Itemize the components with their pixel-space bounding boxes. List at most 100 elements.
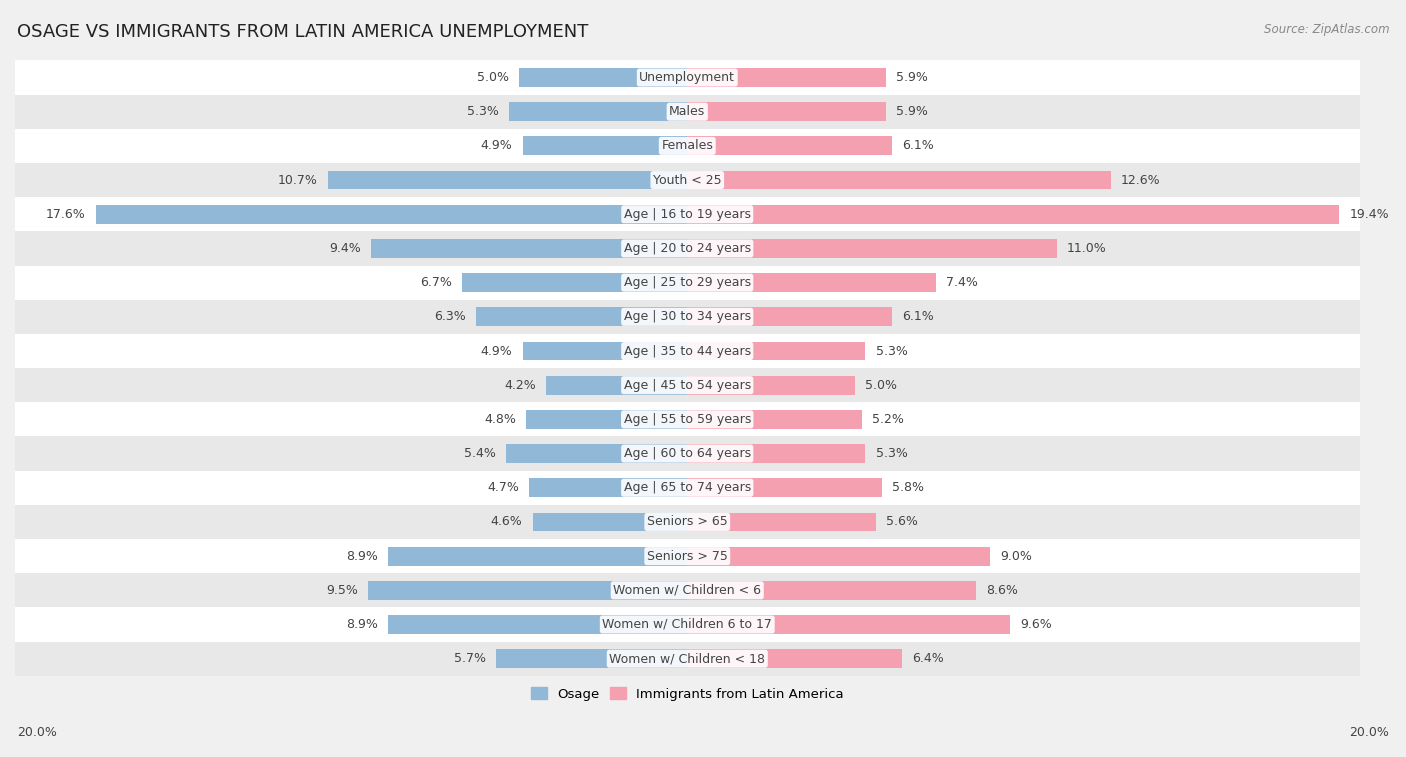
Text: 4.9%: 4.9% [481, 344, 512, 357]
Text: Seniors > 65: Seniors > 65 [647, 516, 728, 528]
Bar [523, 341, 688, 360]
Bar [688, 341, 866, 360]
Text: 9.0%: 9.0% [1000, 550, 1032, 562]
Text: Unemployment: Unemployment [640, 71, 735, 84]
Bar [688, 512, 876, 531]
Text: 6.3%: 6.3% [433, 310, 465, 323]
Bar [15, 607, 1360, 642]
Bar [688, 615, 1010, 634]
Text: 5.7%: 5.7% [454, 653, 485, 665]
Text: 5.4%: 5.4% [464, 447, 496, 460]
Bar [15, 197, 1360, 232]
Text: 8.9%: 8.9% [346, 550, 378, 562]
Text: OSAGE VS IMMIGRANTS FROM LATIN AMERICA UNEMPLOYMENT: OSAGE VS IMMIGRANTS FROM LATIN AMERICA U… [17, 23, 588, 41]
Bar [526, 410, 688, 428]
Text: Age | 35 to 44 years: Age | 35 to 44 years [624, 344, 751, 357]
Bar [15, 61, 1360, 95]
Text: Women w/ Children < 6: Women w/ Children < 6 [613, 584, 761, 597]
Text: 9.4%: 9.4% [329, 242, 361, 255]
Bar [688, 650, 903, 668]
Text: 5.3%: 5.3% [467, 105, 499, 118]
Bar [463, 273, 688, 292]
Bar [688, 547, 990, 565]
Text: 12.6%: 12.6% [1121, 173, 1160, 186]
Bar [96, 205, 688, 223]
Text: 5.0%: 5.0% [477, 71, 509, 84]
Bar [328, 170, 688, 189]
Bar [688, 136, 893, 155]
Text: Males: Males [669, 105, 706, 118]
Text: Age | 20 to 24 years: Age | 20 to 24 years [624, 242, 751, 255]
Bar [688, 239, 1057, 258]
Text: Seniors > 75: Seniors > 75 [647, 550, 728, 562]
Bar [506, 444, 688, 463]
Bar [15, 573, 1360, 607]
Bar [688, 444, 866, 463]
Text: Women w/ Children 6 to 17: Women w/ Children 6 to 17 [602, 618, 772, 631]
Text: 5.6%: 5.6% [886, 516, 918, 528]
Bar [15, 232, 1360, 266]
Bar [15, 300, 1360, 334]
Text: 17.6%: 17.6% [46, 207, 86, 221]
Text: 5.2%: 5.2% [872, 413, 904, 426]
Text: 4.7%: 4.7% [488, 481, 519, 494]
Text: 6.1%: 6.1% [903, 139, 934, 152]
Text: Age | 30 to 34 years: Age | 30 to 34 years [624, 310, 751, 323]
Bar [519, 68, 688, 87]
Bar [688, 170, 1111, 189]
Bar [688, 307, 893, 326]
Text: Females: Females [661, 139, 713, 152]
Text: 5.3%: 5.3% [876, 344, 907, 357]
Text: Age | 25 to 29 years: Age | 25 to 29 years [624, 276, 751, 289]
Bar [15, 129, 1360, 163]
Bar [688, 375, 855, 394]
Bar [523, 136, 688, 155]
Bar [688, 478, 882, 497]
Bar [688, 205, 1340, 223]
Text: 5.3%: 5.3% [876, 447, 907, 460]
Bar [368, 581, 688, 600]
Bar [475, 307, 688, 326]
Text: 5.8%: 5.8% [893, 481, 924, 494]
Text: 5.9%: 5.9% [896, 71, 928, 84]
Text: 9.5%: 9.5% [326, 584, 359, 597]
Legend: Osage, Immigrants from Latin America: Osage, Immigrants from Latin America [526, 682, 849, 706]
Text: 19.4%: 19.4% [1350, 207, 1389, 221]
Text: Age | 45 to 54 years: Age | 45 to 54 years [624, 378, 751, 391]
Bar [15, 471, 1360, 505]
Bar [15, 334, 1360, 368]
Bar [15, 163, 1360, 197]
Text: 4.6%: 4.6% [491, 516, 523, 528]
Text: 20.0%: 20.0% [17, 726, 56, 740]
Text: 4.2%: 4.2% [505, 378, 536, 391]
Text: Youth < 25: Youth < 25 [652, 173, 721, 186]
Bar [688, 581, 976, 600]
Bar [15, 402, 1360, 437]
Text: 6.7%: 6.7% [420, 276, 451, 289]
Text: 7.4%: 7.4% [946, 276, 979, 289]
Text: 8.6%: 8.6% [987, 584, 1018, 597]
Text: 8.9%: 8.9% [346, 618, 378, 631]
Bar [15, 642, 1360, 676]
Bar [688, 102, 886, 121]
Bar [371, 239, 688, 258]
Bar [688, 273, 936, 292]
Text: 20.0%: 20.0% [1350, 726, 1389, 740]
Text: Source: ZipAtlas.com: Source: ZipAtlas.com [1264, 23, 1389, 36]
Text: 4.9%: 4.9% [481, 139, 512, 152]
Bar [15, 505, 1360, 539]
Text: Age | 60 to 64 years: Age | 60 to 64 years [624, 447, 751, 460]
Text: 4.8%: 4.8% [484, 413, 516, 426]
Text: Age | 16 to 19 years: Age | 16 to 19 years [624, 207, 751, 221]
Bar [15, 539, 1360, 573]
Text: 11.0%: 11.0% [1067, 242, 1107, 255]
Text: 5.0%: 5.0% [866, 378, 897, 391]
Bar [533, 512, 688, 531]
Bar [388, 615, 688, 634]
Bar [15, 266, 1360, 300]
Bar [688, 410, 862, 428]
Bar [15, 368, 1360, 402]
Bar [388, 547, 688, 565]
Text: 5.9%: 5.9% [896, 105, 928, 118]
Bar [509, 102, 688, 121]
